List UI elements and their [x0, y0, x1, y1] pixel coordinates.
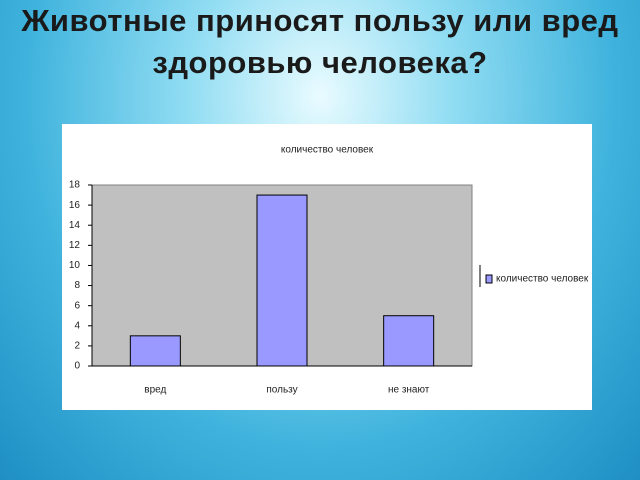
- x-tick-label: пользу: [266, 385, 297, 396]
- y-tick-label: 12: [69, 240, 81, 251]
- y-tick-label: 14: [69, 220, 81, 231]
- slide-title: Животные приносят пользу или вред здоров…: [21, 3, 619, 80]
- y-tick-label: 10: [69, 260, 81, 271]
- bar: [383, 315, 435, 367]
- bar: [256, 194, 308, 367]
- y-tick-label: 2: [74, 341, 80, 352]
- y-tick-label: 6: [74, 300, 80, 311]
- y-tick-label: 18: [69, 180, 81, 191]
- y-tick-label: 8: [74, 280, 80, 291]
- x-tick-label: вред: [144, 385, 166, 396]
- legend-swatch: [485, 274, 493, 284]
- bar: [129, 335, 181, 367]
- chart-title: количество человек: [281, 145, 374, 156]
- chart: количество человек 0 2 4 6 8 10 12 14 16 18 вред по…: [62, 124, 592, 410]
- y-tick-label: 4: [74, 320, 80, 331]
- y-tick-label: 16: [69, 200, 81, 211]
- x-tick-label: не знают: [388, 385, 430, 396]
- y-tick-label: 0: [74, 361, 80, 372]
- legend-label: количество человек: [496, 274, 589, 285]
